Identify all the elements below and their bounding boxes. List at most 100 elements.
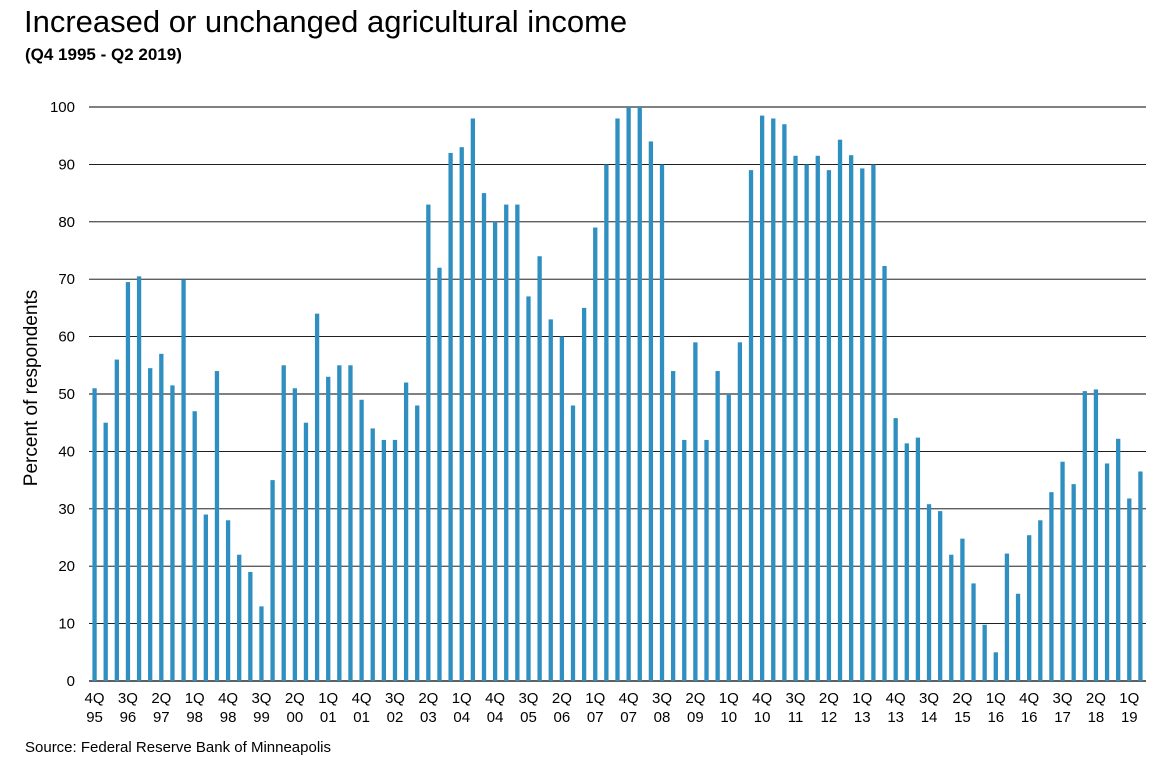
bar-1Q14 <box>904 443 909 681</box>
bar-4Q18 <box>1116 438 1121 681</box>
bar-3Q18 <box>1104 463 1110 681</box>
bar-2Q15 <box>960 538 965 681</box>
x-axis-ticks: 4Q 95 3Q 96 2Q 97 1Q 98 4Q 98 3Q 99 2Q 00 1Q 01 4Q 01 3Q 02… <box>85 690 1140 726</box>
bar-2Q07 <box>604 164 609 681</box>
x-tick-label-4Q01: 4Q 01 <box>352 690 372 726</box>
bar-3Q00 <box>303 422 309 681</box>
bar-4Q09 <box>715 371 720 681</box>
x-tick-label-2Q06: 2Q 06 <box>552 690 572 726</box>
y-tick-label-60: 60 <box>58 329 75 346</box>
bar-3Q14 <box>926 504 932 681</box>
x-tick-label-3Q96: 3Q 96 <box>118 690 138 726</box>
bar-2Q11 <box>782 124 787 682</box>
x-tick-label-4Q07: 4Q 07 <box>619 690 639 726</box>
bar-1Q99 <box>237 554 242 681</box>
bar-2Q18 <box>1093 389 1099 681</box>
bar-1Q06 <box>548 319 553 681</box>
bar-series <box>92 107 1143 682</box>
bar-1Q04 <box>459 147 464 681</box>
bar-3Q17 <box>1060 461 1065 681</box>
bar-3Q04 <box>481 193 487 681</box>
bar-1Q05 <box>504 204 509 681</box>
bar-4Q14 <box>938 511 943 681</box>
bar-2Q00 <box>292 388 297 681</box>
x-tick-label-1Q19: 1Q 19 <box>1119 690 1139 726</box>
bar-2Q03 <box>426 204 431 681</box>
bar-3Q09 <box>704 439 709 681</box>
bar-1Q01 <box>326 376 331 681</box>
bar-3Q13 <box>882 265 887 681</box>
y-tick-label-90: 90 <box>58 156 75 173</box>
x-tick-label-3Q14: 3Q 14 <box>919 690 939 726</box>
bar-1Q09 <box>682 439 687 681</box>
x-tick-label-1Q13: 1Q 13 <box>852 690 872 726</box>
bar-2Q13 <box>871 164 876 681</box>
bar-1Q97 <box>148 368 153 681</box>
chart-subtitle: (Q4 1995 - Q2 2019) <box>25 45 182 64</box>
bar-4Q99 <box>270 480 275 681</box>
bar-1Q03 <box>415 405 420 681</box>
bar-4Q13 <box>893 418 898 681</box>
x-tick-label-3Q17: 3Q 17 <box>1053 690 1073 726</box>
x-tick-label-1Q98: 1Q 98 <box>185 690 205 726</box>
x-tick-label-2Q15: 2Q 15 <box>952 690 972 726</box>
bar-2Q12 <box>826 170 832 681</box>
bar-3Q08 <box>659 164 665 681</box>
bar-2Q17 <box>1049 492 1054 681</box>
x-tick-label-1Q04: 1Q 04 <box>452 690 472 726</box>
x-tick-label-1Q01: 1Q 01 <box>318 690 338 726</box>
bar-4Q15 <box>982 624 987 681</box>
x-tick-label-4Q16: 4Q 16 <box>1019 690 1039 726</box>
x-tick-label-1Q07: 1Q 07 <box>585 690 605 726</box>
bar-4Q17 <box>1071 484 1076 681</box>
bar-1Q96 <box>103 422 108 681</box>
bar-3Q99 <box>259 606 264 681</box>
bar-2Q96 <box>114 359 119 681</box>
x-tick-label-3Q11: 3Q 11 <box>786 690 806 726</box>
bar-4Q07 <box>626 107 631 681</box>
bar-1Q13 <box>860 168 865 682</box>
bar-4Q95 <box>92 388 97 681</box>
bar-4Q10 <box>759 115 765 682</box>
bar-1Q08 <box>637 107 642 681</box>
bar-3Q11 <box>793 155 798 682</box>
bar-4Q11 <box>804 164 809 681</box>
bar-4Q02 <box>403 382 409 681</box>
x-tick-label-4Q13: 4Q 13 <box>886 690 906 726</box>
bar-3Q12 <box>837 139 843 681</box>
bar-4Q00 <box>314 313 320 681</box>
bar-2Q99 <box>248 571 253 681</box>
bar-3Q15 <box>971 583 976 681</box>
bar-4Q06 <box>581 307 587 681</box>
bar-4Q96 <box>136 276 142 681</box>
bar-2Q97 <box>159 353 164 681</box>
bar-1Q18 <box>1082 391 1087 681</box>
bar-2Q05 <box>515 204 520 681</box>
x-tick-label-1Q16: 1Q 16 <box>986 690 1006 726</box>
y-tick-label-40: 40 <box>58 443 75 460</box>
bar-1Q19 <box>1127 498 1132 681</box>
bar-1Q00 <box>281 365 286 681</box>
x-tick-label-2Q97: 2Q 97 <box>151 690 171 726</box>
y-tick-label-30: 30 <box>58 501 75 518</box>
x-tick-label-2Q00: 2Q 00 <box>285 690 305 726</box>
bar-3Q06 <box>570 405 576 681</box>
y-tick-label-80: 80 <box>58 214 75 231</box>
y-tick-label-100: 100 <box>50 99 75 116</box>
bar-3Q05 <box>526 296 531 681</box>
x-tick-label-4Q10: 4Q 10 <box>752 690 772 726</box>
bar-2Q14 <box>915 437 921 681</box>
bar-4Q03 <box>448 152 453 682</box>
x-tick-label-4Q04: 4Q 04 <box>485 690 505 726</box>
x-tick-label-2Q12: 2Q 12 <box>819 690 839 726</box>
y-tick-label-0: 0 <box>67 673 75 690</box>
bar-4Q08 <box>670 371 676 681</box>
bar-1Q16 <box>993 652 998 681</box>
bar-4Q04 <box>492 221 498 682</box>
bar-2Q10 <box>737 342 743 681</box>
bar-1Q15 <box>949 554 954 681</box>
y-tick-label-10: 10 <box>58 616 75 633</box>
y-tick-label-50: 50 <box>58 386 75 403</box>
x-tick-label-2Q18: 2Q 18 <box>1086 690 1106 726</box>
